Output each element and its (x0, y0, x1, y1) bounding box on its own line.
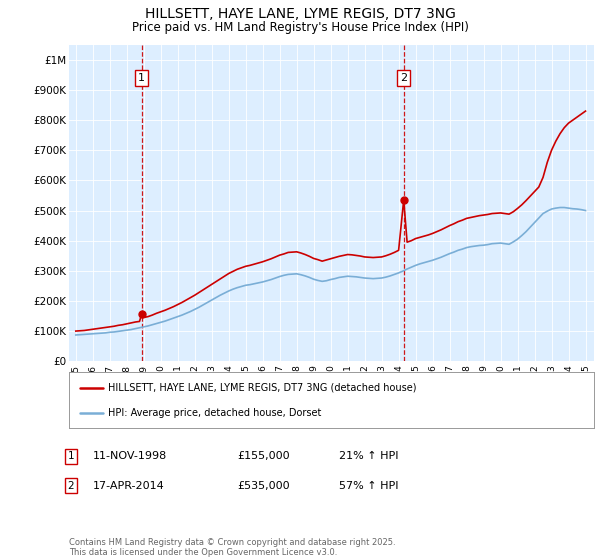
Text: 1: 1 (138, 73, 145, 83)
Text: £155,000: £155,000 (237, 451, 290, 461)
Text: 2: 2 (67, 480, 74, 491)
Text: 1: 1 (67, 451, 74, 461)
Text: 2: 2 (400, 73, 407, 83)
Text: 21% ↑ HPI: 21% ↑ HPI (339, 451, 398, 461)
Text: 17-APR-2014: 17-APR-2014 (93, 480, 165, 491)
Text: 11-NOV-1998: 11-NOV-1998 (93, 451, 167, 461)
Text: 57% ↑ HPI: 57% ↑ HPI (339, 480, 398, 491)
Text: HILLSETT, HAYE LANE, LYME REGIS, DT7 3NG: HILLSETT, HAYE LANE, LYME REGIS, DT7 3NG (145, 7, 455, 21)
Text: Price paid vs. HM Land Registry's House Price Index (HPI): Price paid vs. HM Land Registry's House … (131, 21, 469, 34)
Text: HPI: Average price, detached house, Dorset: HPI: Average price, detached house, Dors… (109, 408, 322, 418)
Text: HILLSETT, HAYE LANE, LYME REGIS, DT7 3NG (detached house): HILLSETT, HAYE LANE, LYME REGIS, DT7 3NG… (109, 382, 417, 393)
Text: £535,000: £535,000 (237, 480, 290, 491)
Text: Contains HM Land Registry data © Crown copyright and database right 2025.
This d: Contains HM Land Registry data © Crown c… (69, 538, 395, 557)
